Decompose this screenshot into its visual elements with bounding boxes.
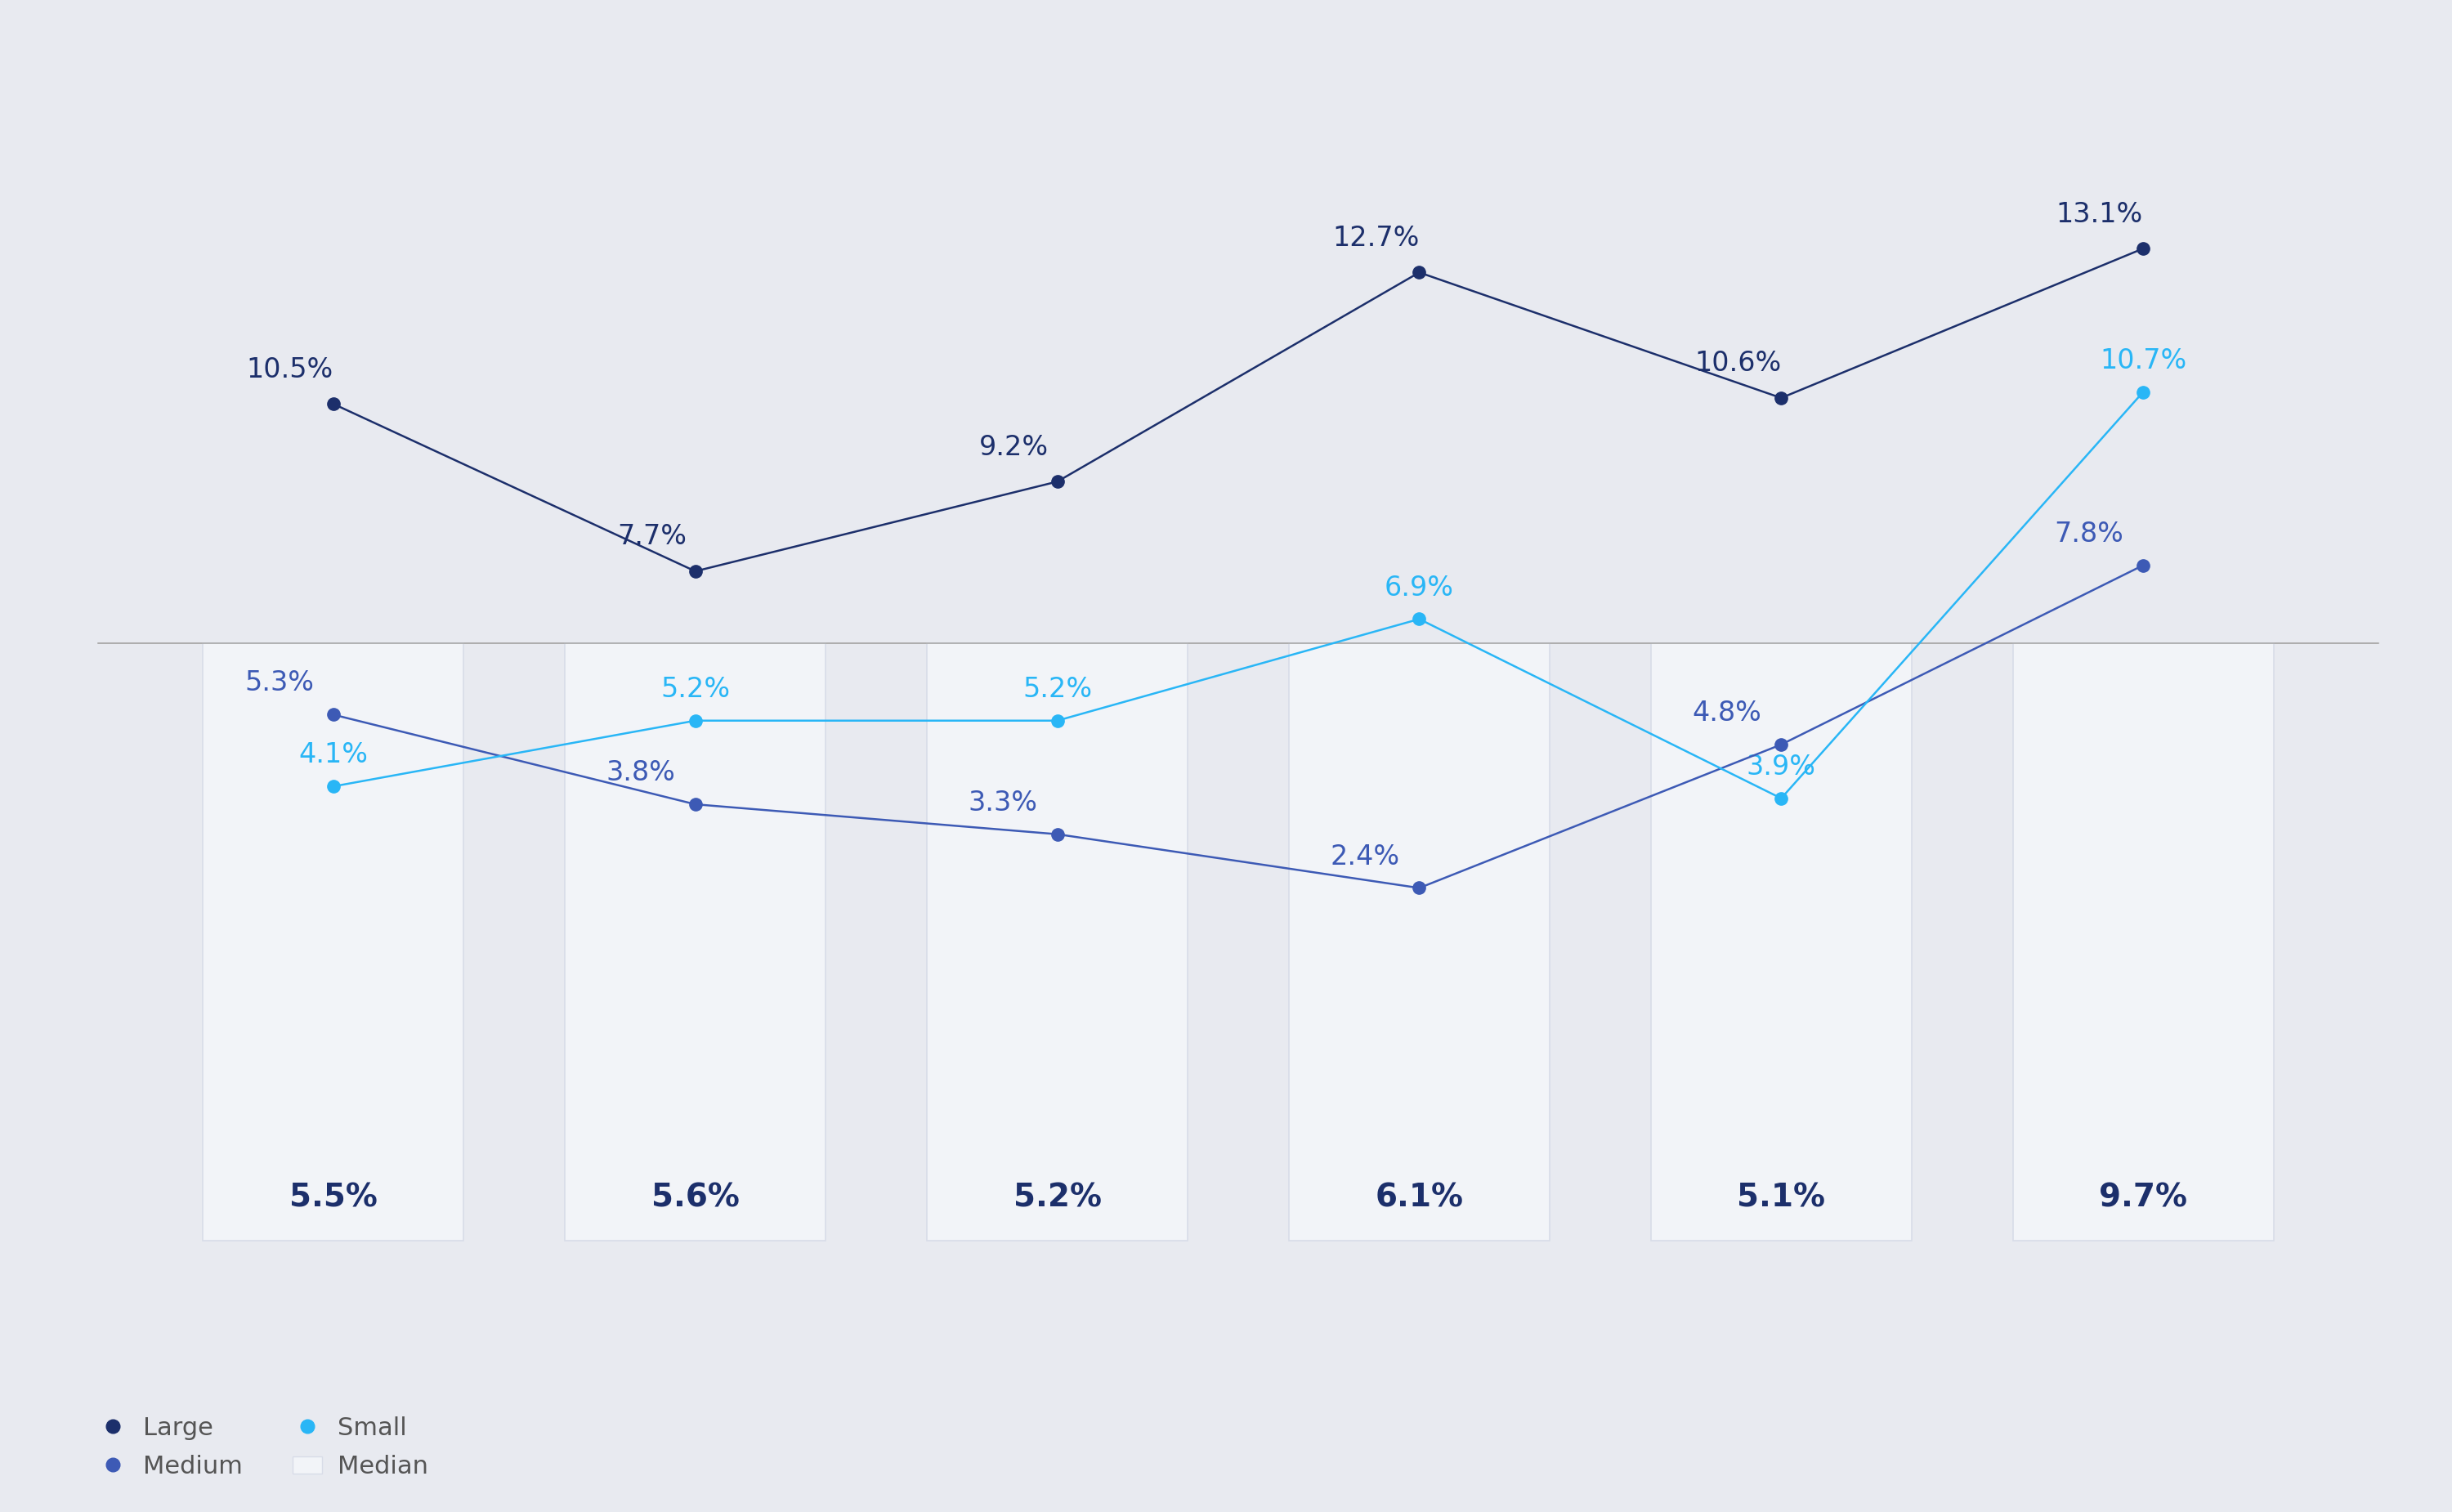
Text: 5.5%: 5.5% xyxy=(289,1182,378,1214)
Text: 9.7%: 9.7% xyxy=(2099,1182,2187,1214)
Text: 5.3%: 5.3% xyxy=(245,670,314,697)
Text: 5.1%: 5.1% xyxy=(1736,1182,1824,1214)
Text: 5.6%: 5.6% xyxy=(652,1182,741,1214)
Bar xyxy=(564,643,826,1240)
Legend: Large, Medium, Small, Median: Large, Medium, Small, Median xyxy=(88,1406,439,1489)
Text: 3.3%: 3.3% xyxy=(969,789,1037,816)
Text: 5.2%: 5.2% xyxy=(660,676,731,703)
Text: 6.1%: 6.1% xyxy=(1376,1182,1464,1214)
Bar xyxy=(204,643,463,1240)
Text: 10.7%: 10.7% xyxy=(2099,348,2187,373)
Text: 6.9%: 6.9% xyxy=(1385,575,1454,602)
Text: 13.1%: 13.1% xyxy=(2057,201,2143,228)
Text: 3.8%: 3.8% xyxy=(606,759,677,786)
Text: 10.5%: 10.5% xyxy=(248,355,333,383)
Text: 5.2%: 5.2% xyxy=(1022,676,1091,703)
Text: 10.6%: 10.6% xyxy=(1694,351,1780,376)
Text: 3.9%: 3.9% xyxy=(1746,753,1817,780)
Text: 9.2%: 9.2% xyxy=(978,434,1049,461)
Text: 12.7%: 12.7% xyxy=(1331,225,1420,251)
Bar xyxy=(1290,643,1550,1240)
Text: 2.4%: 2.4% xyxy=(1329,844,1400,869)
Bar xyxy=(1650,643,1913,1240)
Bar xyxy=(2013,643,2273,1240)
Text: 4.1%: 4.1% xyxy=(299,741,368,768)
Text: 7.7%: 7.7% xyxy=(618,523,687,550)
Text: 5.2%: 5.2% xyxy=(1013,1182,1101,1214)
Bar xyxy=(927,643,1187,1240)
Text: 4.8%: 4.8% xyxy=(1692,700,1761,727)
Text: 7.8%: 7.8% xyxy=(2055,520,2123,547)
